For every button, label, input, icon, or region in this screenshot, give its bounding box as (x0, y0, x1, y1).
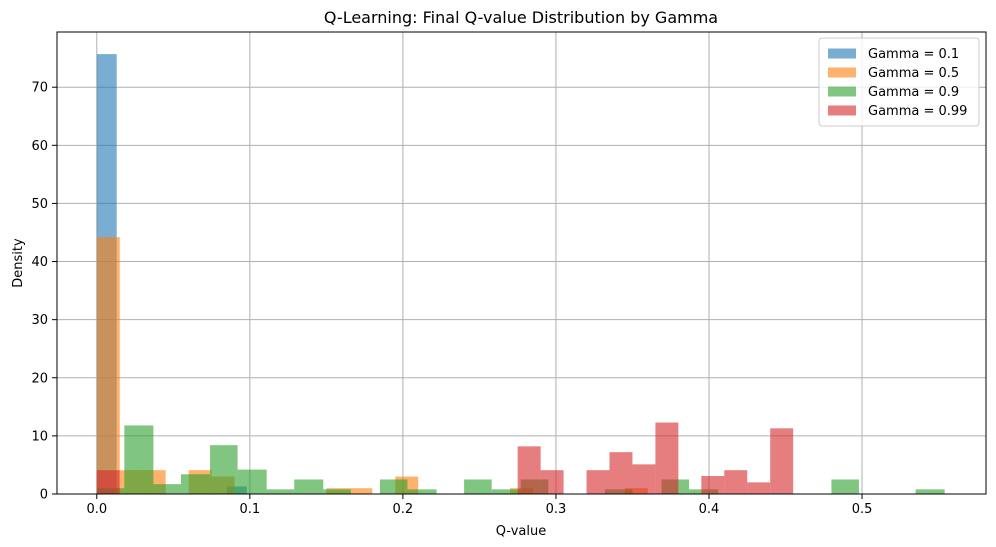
plot-frame (56, 31, 987, 495)
x-tick-label: 0.1 (239, 502, 260, 517)
bar-gamma-0-99 (517, 446, 541, 494)
legend-swatch (828, 67, 856, 78)
bar-gamma-0-99 (586, 470, 610, 494)
y-tick-label: 30 (31, 313, 48, 328)
x-tick-label: 0.3 (546, 502, 567, 517)
bar-gamma-0-9 (124, 425, 154, 494)
bar-gamma-0-99 (655, 422, 679, 494)
bar-gamma-0-99 (770, 428, 794, 494)
bar-gamma-0-5 (96, 237, 120, 494)
legend: Gamma = 0.1 Gamma = 0.5 Gamma = 0.9 Gamma =… (818, 37, 980, 127)
bar-gamma-0-9 (237, 469, 267, 494)
bar-gamma-0-9 (153, 484, 181, 494)
x-tick-label: 0.5 (852, 502, 873, 517)
y-tick-label: 50 (31, 197, 48, 212)
y-tick-label: 60 (31, 139, 48, 154)
x-tick-label: 0.0 (86, 502, 107, 517)
y-axis-ticks: 0 10 20 30 40 50 60 70 (31, 81, 57, 503)
y-tick-label: 0 (40, 488, 48, 503)
x-tick-label: 0.4 (699, 502, 720, 517)
bar-gamma-0-9 (915, 489, 945, 494)
bar-gamma-0-9 (379, 479, 408, 494)
bar-gamma-0-9 (464, 479, 492, 494)
x-axis-ticks: 0.0 0.1 0.2 0.3 0.4 0.5 (86, 494, 872, 517)
legend-swatch (828, 105, 856, 116)
x-axis-label: Q-value (496, 524, 546, 539)
bar-gamma-0-99 (701, 475, 725, 494)
legend-entry-label: Gamma = 0.1 (868, 47, 959, 62)
bar-gamma-0-9 (266, 489, 295, 494)
legend-box (818, 37, 980, 127)
bar-gamma-0-9 (831, 479, 859, 494)
bar-gamma-0-99 (609, 452, 633, 494)
bar-gamma-0-99 (540, 470, 564, 494)
legend-entry-label: Gamma = 0.9 (868, 85, 959, 100)
bar-gamma-0-9 (407, 489, 437, 494)
legend-entry-label: Gamma = 0.99 (868, 104, 967, 119)
y-tick-label: 20 (31, 371, 48, 386)
bar-gamma-0-9 (210, 445, 238, 494)
bar-gamma-0-5 (349, 488, 373, 494)
bar-gamma-0-99 (632, 464, 656, 494)
y-tick-label: 40 (31, 255, 48, 270)
histogram-bars (96, 54, 945, 495)
chart-title: Q-Learning: Final Q-value Distribution b… (324, 8, 718, 27)
bar-gamma-0-99 (96, 470, 120, 494)
legend-swatch (828, 48, 856, 59)
bar-gamma-0-99 (724, 470, 748, 494)
bar-gamma-0-9 (323, 489, 351, 494)
y-axis-label: Density (11, 238, 26, 288)
y-tick-label: 70 (31, 81, 48, 96)
legend-swatch (828, 86, 856, 97)
bar-gamma-0-99 (747, 482, 771, 494)
bar-gamma-0-9 (180, 474, 211, 494)
x-tick-label: 0.2 (393, 502, 414, 517)
y-tick-label: 10 (31, 429, 48, 444)
bar-gamma-0-9 (294, 479, 324, 494)
legend-entry-label: Gamma = 0.5 (868, 66, 959, 81)
bar-gamma-0-9 (491, 489, 521, 494)
